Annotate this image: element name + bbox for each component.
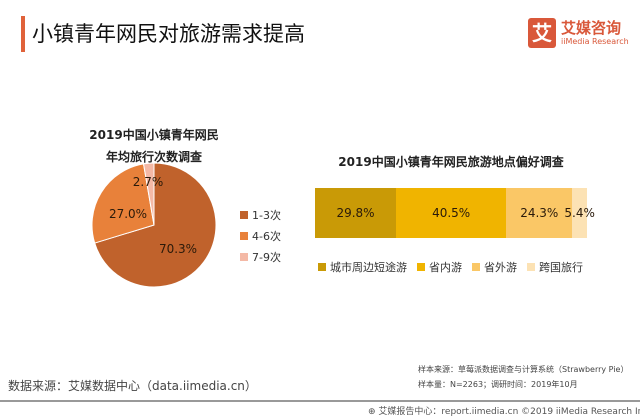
logo-mark: 艾	[528, 18, 556, 48]
legend-swatch	[472, 263, 480, 271]
pie-slice-1-3次	[94, 162, 217, 288]
pie-data-label: 70.3%	[159, 242, 197, 256]
legend-swatch	[240, 232, 248, 240]
legend-swatch	[240, 211, 248, 219]
bar-legend-item: 城市周边短途游	[318, 259, 407, 275]
legend-label: 1-3次	[252, 209, 281, 222]
logo-text-cn: 艾媒咨询	[561, 19, 622, 37]
bar-title: 2019中国小镇青年网民旅游地点偏好调查	[338, 155, 564, 169]
title-accent-bar	[21, 16, 25, 52]
bar-segment-省外游: 24.3%	[506, 188, 573, 238]
legend-swatch	[318, 263, 326, 271]
bar-segment-省内游: 40.5%	[396, 188, 507, 238]
legend-label: 省外游	[484, 261, 517, 274]
pie-title: 2019中国小镇青年网民 年均旅行次数调查	[84, 124, 224, 168]
sample-size: 样本量：N=2263；调研时间：2019年10月	[418, 380, 578, 389]
bar-legend: 城市周边短途游 省内游 省外游 跨国旅行	[318, 259, 583, 275]
sample-source: 样本来源：草莓派数据调查与计算系统（Strawberry Pie）	[418, 365, 629, 374]
legend-label: 跨国旅行	[539, 261, 583, 274]
copyright-text: 艾媒报告中心：report.iimedia.cn ©2019 iiMedia R…	[378, 407, 640, 417]
legend-swatch	[417, 263, 425, 271]
bar-segment-跨国旅行: 5.4%	[564, 188, 595, 238]
pie-data-label: 27.0%	[109, 207, 147, 221]
logo: 艾 艾媒咨询 iiMedia Research	[528, 18, 640, 50]
data-source: 数据来源：艾媒数据中心（data.iimedia.cn）	[8, 379, 257, 393]
legend-label: 城市周边短途游	[330, 261, 407, 274]
legend-label: 4-6次	[252, 230, 281, 243]
pie-title-line-2: 年均旅行次数调查	[105, 150, 202, 164]
bar-segment-城市周边短途游: 29.8%	[315, 188, 397, 238]
pie-title-line-1: 2019中国小镇青年网民	[89, 128, 219, 142]
copyright: ⊕ 艾媒报告中心：report.iimedia.cn ©2019 iiMedia…	[368, 404, 640, 417]
pie-legend-item: 4-6次	[240, 228, 281, 244]
bar-legend-item: 省外游	[472, 259, 517, 275]
legend-label: 省内游	[429, 261, 462, 274]
logo-text-en: iiMedia Research	[561, 37, 629, 46]
pie-legend: 1-3次 4-6次 7-9次	[240, 207, 281, 270]
pie-legend-item: 7-9次	[240, 249, 281, 265]
footer-divider	[0, 400, 640, 402]
bar-legend-item: 省内游	[417, 259, 462, 275]
bar-legend-item: 跨国旅行	[527, 259, 583, 275]
pie-legend-item: 1-3次	[240, 207, 281, 223]
pie-data-label: 2.7%	[133, 175, 164, 189]
pie-slice-4-6次	[91, 163, 155, 244]
pie-slice-7-9次	[142, 162, 155, 226]
stacked-bar: 29.8% 40.5% 24.3% 5.4%	[315, 188, 595, 238]
legend-label: 7-9次	[252, 251, 281, 264]
legend-swatch	[240, 253, 248, 261]
globe-icon: ⊕	[368, 407, 379, 417]
legend-swatch	[527, 263, 535, 271]
page-title: 小镇青年网民对旅游需求提高	[32, 22, 305, 46]
